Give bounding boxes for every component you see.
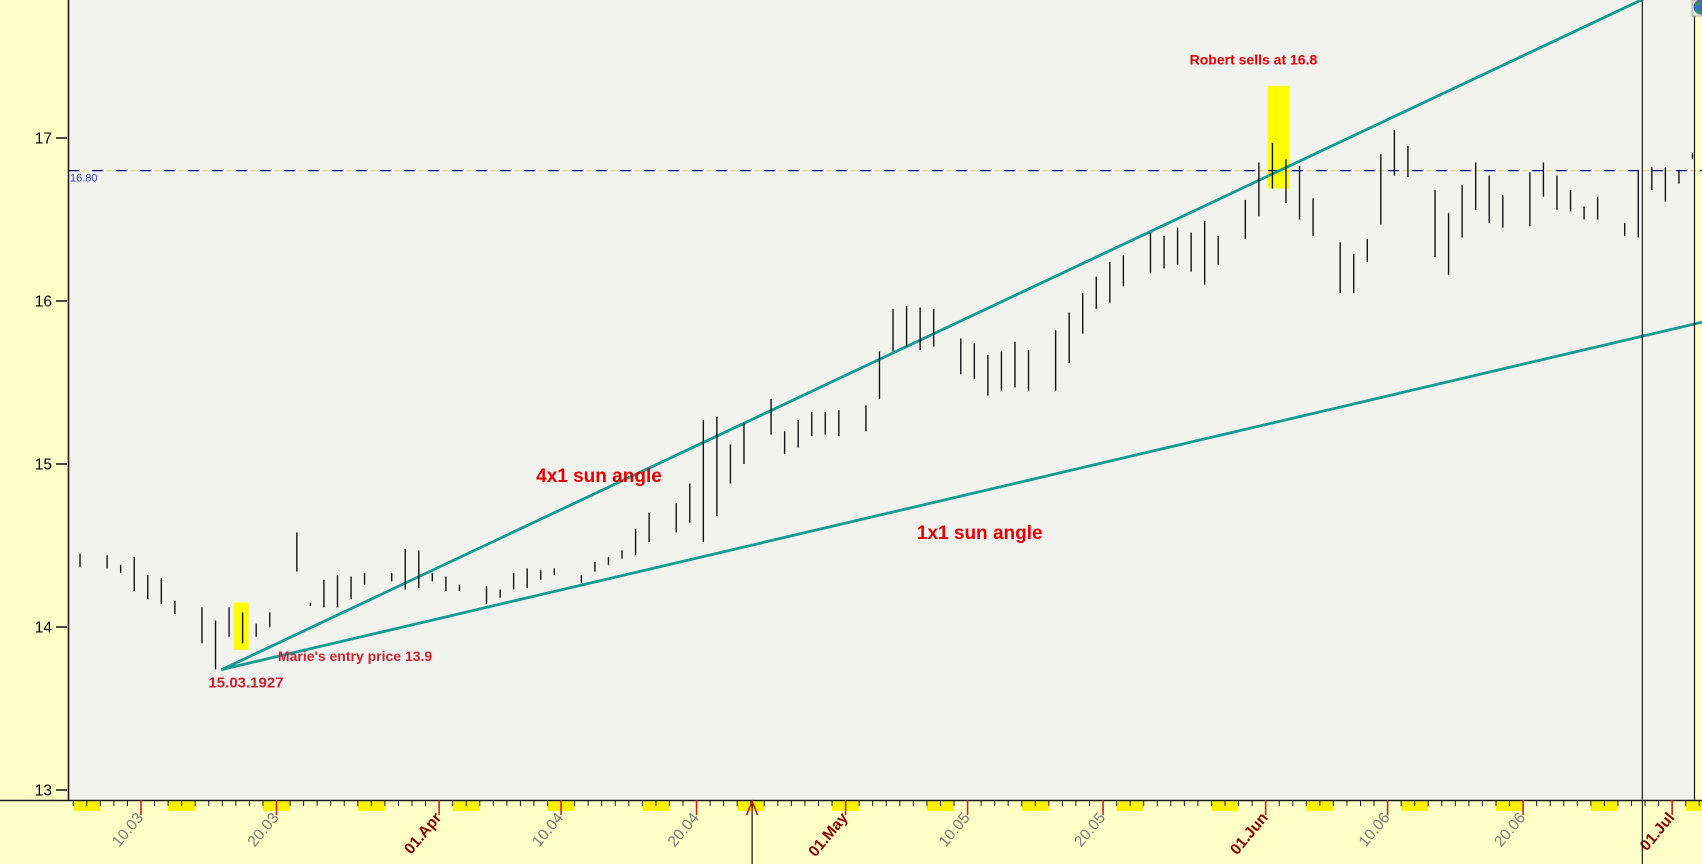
plot-area (68, 0, 1694, 800)
weekend-block (926, 801, 954, 811)
plot-borders (0, 0, 1702, 802)
x-axis-label: 20.05 (1071, 810, 1109, 851)
globe-icon-land (1696, 9, 1701, 13)
x-axis-label: 10.03 (109, 810, 147, 851)
annotation-marie[interactable]: Marie's entry price 13.9 (278, 648, 433, 664)
event-marker-arrow-icon (745, 799, 759, 816)
trend-line-1x1[interactable] (220, 320, 1702, 671)
y-axis-label: 14 (35, 620, 53, 637)
gann-angle-lines[interactable] (220, 0, 1702, 671)
weekend-block (1590, 801, 1618, 811)
y-axis-label: 15 (35, 457, 52, 474)
chart-annotations[interactable]: Robert sells at 16.8 4x1 sun angle 1x1 sun… (208, 52, 1317, 692)
marie-entry-highlight[interactable] (233, 602, 249, 650)
x-axis-label: 01.Apr (401, 810, 445, 858)
x-axis-label: 20.03 (245, 810, 283, 851)
weekend-block (1685, 801, 1702, 811)
weekend-block (73, 801, 101, 811)
weekend-block (357, 801, 385, 811)
annotation-angle4[interactable]: 4x1 sun angle (536, 466, 662, 487)
annotation-robert[interactable]: Robert sells at 16.8 (1190, 52, 1318, 68)
weekend-block (1496, 801, 1524, 811)
trend-line-4x1[interactable] (220, 0, 1644, 671)
weekend-block (1306, 801, 1334, 811)
weekend-block (452, 801, 480, 811)
y-axis-label: 13 (35, 783, 52, 800)
weekend-block (1021, 801, 1049, 811)
x-axis-label: 01.May (805, 809, 851, 860)
chart-background (68, 0, 1694, 800)
weekend-block (168, 801, 196, 811)
weekend-block (642, 801, 670, 811)
annotation-angle1[interactable]: 1x1 sun angle (917, 523, 1043, 544)
weekend-block (1211, 801, 1239, 811)
y-axis: 17 16 15 14 13 (35, 131, 67, 800)
x-axis-label: 10.06 (1356, 810, 1394, 851)
x-axis-label: 20.04 (665, 809, 703, 850)
axis-arrow-marker (745, 799, 759, 864)
globe-icon[interactable] (1691, 0, 1702, 17)
globe-icon-land (1695, 2, 1701, 6)
y-axis-label: 16 (35, 294, 52, 311)
annotation-entry_date[interactable]: 15.03.1927 (208, 675, 283, 692)
y-axis-label: 17 (35, 131, 52, 148)
weekend-block (1116, 801, 1144, 811)
x-axis-label: 10.05 (936, 810, 974, 851)
price-bars (79, 129, 1694, 670)
x-axis: 10.03 20.03 01.Apr 10.04 20.04 01.May 10.05 20.… (72, 800, 1700, 860)
price-alert-line[interactable]: 16.80 (68, 169, 1702, 185)
x-axis-label: 01.Jun (1227, 810, 1272, 859)
x-axis-label: 10.04 (529, 809, 567, 850)
weekend-block (1401, 801, 1429, 811)
price-line-label: 16.80 (70, 173, 98, 185)
x-axis-label: 20.06 (1491, 810, 1529, 851)
x-axis-label: 01.Jul (1637, 810, 1678, 855)
